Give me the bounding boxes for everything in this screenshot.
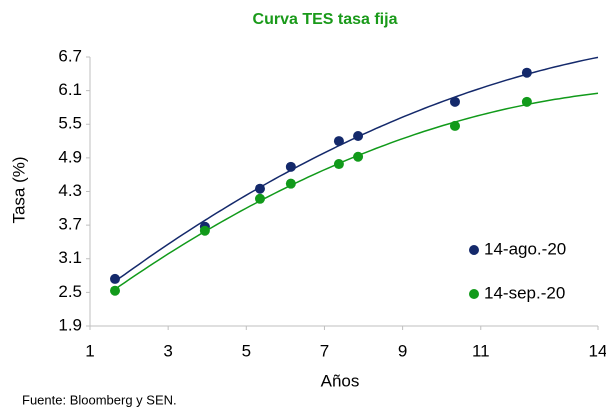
legend-label: 14-ago.-20 — [484, 239, 566, 258]
point — [521, 67, 532, 78]
y-tick-label: 5.5 — [58, 114, 82, 133]
x-tick-label: 1 — [85, 341, 94, 360]
legend-marker — [469, 289, 479, 299]
point — [254, 183, 265, 194]
point — [110, 273, 121, 284]
y-tick-label: 6.1 — [58, 80, 82, 99]
x-tick-label: 7 — [320, 341, 329, 360]
y-tick-label: 1.9 — [58, 315, 82, 334]
point — [333, 159, 344, 170]
point — [285, 178, 296, 189]
y-tick-label: 3.1 — [58, 248, 82, 267]
y-tick-label: 4.9 — [58, 147, 82, 166]
point — [333, 136, 344, 147]
point — [285, 161, 296, 172]
point — [353, 131, 364, 142]
trend-line — [114, 92, 599, 290]
point — [521, 96, 532, 107]
y-tick-label: 2.5 — [58, 282, 82, 301]
chart-title: Curva TES tasa fija — [253, 11, 398, 28]
point — [254, 193, 265, 204]
y-axis-label: Tasa (%) — [9, 156, 28, 223]
point — [449, 96, 460, 107]
x-tick-label: 5 — [242, 341, 251, 360]
x-tick-label: 11 — [472, 341, 490, 360]
x-tick-label: 9 — [398, 341, 407, 360]
source-note: Fuente: Bloomberg y SEN. — [22, 392, 177, 407]
x-axis-label: Años — [321, 371, 360, 390]
point — [449, 120, 460, 131]
y-tick-label: 4.3 — [58, 181, 82, 200]
y-tick-label: 6.7 — [58, 46, 82, 65]
x-tick-label: 14 — [589, 341, 606, 360]
point — [110, 285, 121, 296]
legend-label: 14-sep.-20 — [484, 283, 565, 302]
y-tick-label: 3.7 — [58, 215, 82, 234]
point — [353, 151, 364, 162]
point — [199, 225, 210, 236]
legend-marker — [469, 245, 479, 255]
x-tick-label: 3 — [163, 341, 172, 360]
